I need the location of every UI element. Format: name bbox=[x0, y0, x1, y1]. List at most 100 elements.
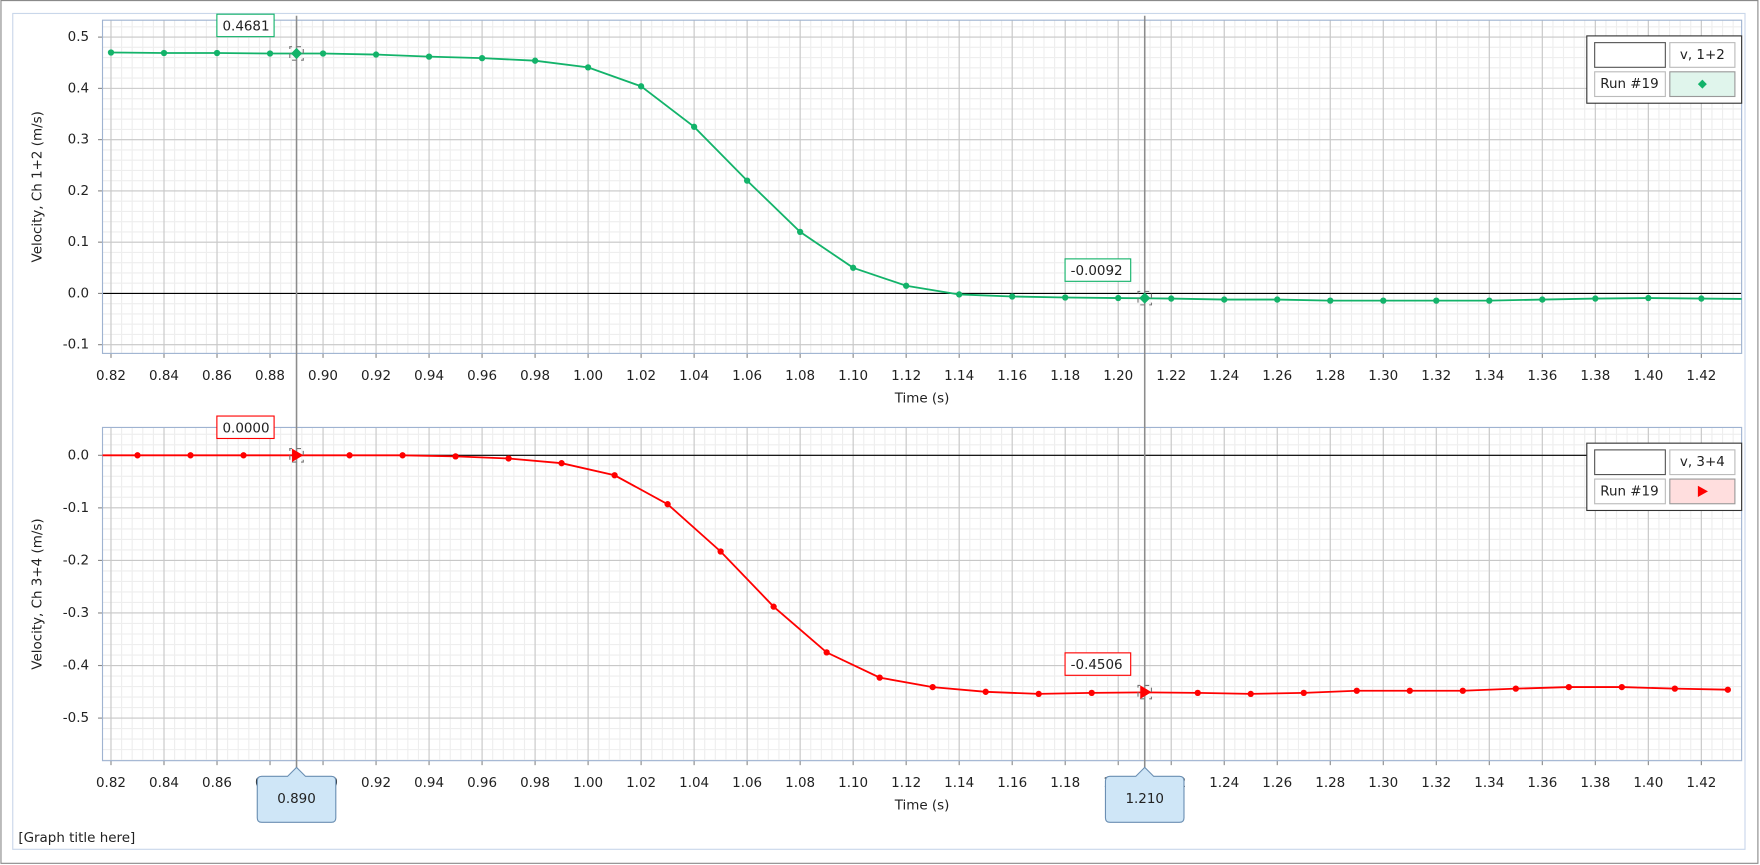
x-tick-label: 1.30 bbox=[1368, 776, 1398, 791]
x-tick-label: 1.18 bbox=[1050, 369, 1080, 384]
readout-box bbox=[1064, 258, 1132, 282]
x-tick-label: 1.26 bbox=[1262, 369, 1292, 384]
data-point bbox=[478, 54, 486, 62]
data-point bbox=[1035, 690, 1042, 698]
x-tick-label: 1.38 bbox=[1580, 776, 1610, 791]
readout-marker bbox=[1139, 292, 1151, 304]
data-point bbox=[266, 50, 274, 57]
data-point bbox=[372, 51, 380, 58]
y-tick-label: -0.3 bbox=[63, 606, 89, 621]
x-tick-label: 1.34 bbox=[1474, 776, 1504, 791]
y-axis-title: Velocity, Ch 3+4 (m/s) bbox=[30, 518, 45, 669]
readout-marker bbox=[1140, 685, 1152, 699]
y-tick-label: -0.1 bbox=[63, 338, 89, 353]
data-point bbox=[770, 603, 777, 610]
x-tick-label: 1.40 bbox=[1633, 369, 1663, 384]
x-tick-label: 0.86 bbox=[202, 369, 232, 384]
cursor-handle[interactable] bbox=[256, 766, 337, 823]
legend-cell bbox=[1594, 478, 1666, 505]
cursor-bracket bbox=[1137, 290, 1153, 306]
legend-marker bbox=[1697, 79, 1707, 89]
data-point bbox=[1486, 297, 1493, 304]
legend-run-name: Run #19 bbox=[1600, 484, 1658, 499]
y-tick-label: -0.2 bbox=[63, 553, 89, 568]
x-tick-label: 0.82 bbox=[96, 369, 126, 384]
readout-label: 0.0000 bbox=[222, 421, 269, 436]
x-tick-label: 1.06 bbox=[732, 369, 762, 384]
x-tick-label: 1.02 bbox=[626, 776, 656, 791]
data-point bbox=[664, 501, 671, 508]
legend-cell bbox=[1594, 71, 1666, 98]
data-point bbox=[611, 472, 618, 479]
x-tick-label: 0.98 bbox=[520, 369, 550, 384]
data-point bbox=[1062, 294, 1069, 301]
readout-label: 0.4681 bbox=[222, 20, 269, 35]
data-point bbox=[240, 452, 247, 459]
data-point bbox=[1724, 686, 1731, 693]
x-tick-label: 1.18 bbox=[1050, 776, 1080, 791]
x-tick-label: 1.14 bbox=[944, 369, 974, 384]
x-tick-label: 0.96 bbox=[467, 369, 497, 384]
legend-series-name: v, 3+4 bbox=[1680, 455, 1725, 470]
x-tick-label: 1.22 bbox=[1156, 369, 1186, 384]
x-tick-label: 1.24 bbox=[1209, 369, 1239, 384]
data-point bbox=[876, 674, 883, 681]
readout-label: -0.0092 bbox=[1071, 264, 1123, 279]
data-point bbox=[1327, 297, 1334, 304]
data-point bbox=[1221, 296, 1228, 303]
x-tick-label: 1.36 bbox=[1527, 776, 1557, 791]
data-point bbox=[187, 452, 194, 459]
y-tick-label: -0.4 bbox=[63, 659, 89, 674]
y-tick-label: -0.1 bbox=[63, 501, 89, 516]
data-point bbox=[1512, 685, 1519, 692]
plot-clip bbox=[102, 452, 1731, 698]
y-tick-label: 0.2 bbox=[68, 184, 89, 199]
series-line bbox=[110, 51, 1742, 302]
data-point bbox=[1274, 296, 1281, 303]
x-tick-label: 1.08 bbox=[785, 776, 815, 791]
data-point bbox=[1247, 690, 1254, 698]
readout-marker bbox=[292, 448, 304, 463]
legend-swatch bbox=[1669, 478, 1736, 505]
legend-series-name: v, 1+2 bbox=[1680, 48, 1725, 63]
x-tick-label: 1.42 bbox=[1686, 369, 1716, 384]
cursor-label: 0.890 bbox=[277, 792, 316, 807]
x-tick-label: 1.10 bbox=[838, 369, 868, 384]
x-tick-label: 1.00 bbox=[573, 776, 603, 791]
data-point bbox=[346, 452, 353, 459]
x-tick-label: 0.94 bbox=[414, 776, 444, 791]
data-point bbox=[107, 49, 115, 56]
cursor-bracket bbox=[289, 46, 304, 61]
readout-box bbox=[1064, 652, 1132, 676]
cursor-handle[interactable] bbox=[1104, 766, 1185, 823]
plot-border bbox=[101, 19, 1743, 354]
data-point bbox=[797, 228, 804, 236]
data-point bbox=[1194, 689, 1201, 697]
data-point bbox=[1115, 294, 1122, 302]
plot-area bbox=[102, 427, 1742, 761]
x-tick-label: 0.98 bbox=[520, 776, 550, 791]
readout-label: -0.4506 bbox=[1071, 658, 1123, 673]
data-point bbox=[160, 49, 168, 57]
x-tick-label: 1.24 bbox=[1209, 776, 1239, 791]
data-point bbox=[743, 177, 751, 184]
data-point bbox=[982, 688, 989, 695]
data-point bbox=[425, 53, 433, 60]
y-tick-label: 0.4 bbox=[68, 81, 89, 96]
data-point bbox=[850, 264, 857, 271]
data-point bbox=[956, 291, 963, 298]
data-point bbox=[1565, 683, 1572, 691]
x-tick-label: 0.86 bbox=[202, 776, 232, 791]
graph-title[interactable]: [Graph title here] bbox=[18, 831, 135, 846]
x-tick-label: 1.30 bbox=[1368, 369, 1398, 384]
x-tick-label: 0.84 bbox=[149, 776, 179, 791]
y-tick-label: 0.5 bbox=[68, 30, 89, 45]
data-point bbox=[213, 49, 221, 57]
data-point bbox=[1671, 685, 1678, 692]
x-tick-label: 1.28 bbox=[1315, 369, 1345, 384]
plot-border bbox=[101, 426, 1743, 762]
x-tick-label: 1.04 bbox=[679, 776, 709, 791]
data-point bbox=[1698, 295, 1705, 302]
data-point bbox=[1459, 687, 1466, 694]
legend-cell bbox=[1594, 42, 1666, 68]
